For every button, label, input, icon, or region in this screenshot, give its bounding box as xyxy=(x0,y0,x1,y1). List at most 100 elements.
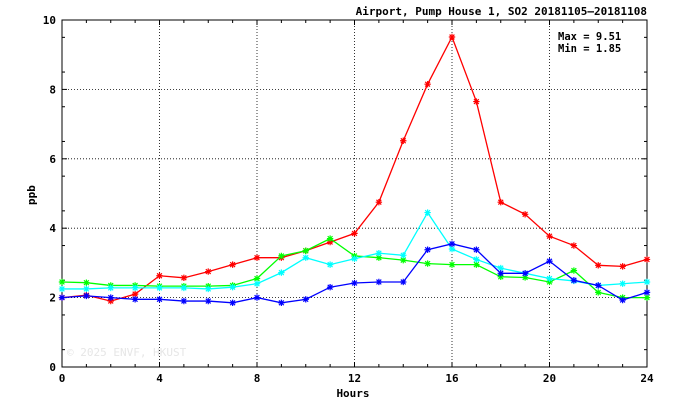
data-point xyxy=(351,255,358,262)
y-tick-label: 2 xyxy=(49,292,56,305)
series-4 xyxy=(58,240,651,307)
data-point xyxy=(497,264,504,272)
data-point xyxy=(546,275,553,282)
data-point xyxy=(619,263,626,270)
data-point xyxy=(58,294,66,301)
data-point xyxy=(58,278,66,286)
data-point xyxy=(375,254,383,261)
data-point xyxy=(156,272,163,279)
data-point xyxy=(205,285,212,293)
data-point xyxy=(619,296,626,304)
data-point xyxy=(546,257,553,265)
data-point xyxy=(326,235,334,242)
data-point xyxy=(229,261,236,268)
y-tick-label: 4 xyxy=(49,222,56,235)
data-point xyxy=(521,211,529,218)
data-point xyxy=(180,297,188,305)
y-tick-label: 8 xyxy=(49,83,56,96)
y-axis-label: ppb xyxy=(25,185,38,205)
data-point xyxy=(448,245,456,253)
data-point xyxy=(448,33,456,41)
data-point xyxy=(595,262,602,269)
data-point xyxy=(107,284,114,292)
data-point xyxy=(351,230,358,237)
watermark: © 2025 ENVF, HKUST xyxy=(67,346,187,359)
data-point xyxy=(205,297,212,305)
data-point xyxy=(302,247,309,254)
x-tick-label: 0 xyxy=(59,372,66,385)
data-point xyxy=(375,278,383,286)
data-point xyxy=(595,289,602,296)
data-point xyxy=(326,238,334,246)
data-point xyxy=(643,256,651,263)
x-tick-label: 4 xyxy=(156,372,163,385)
data-point xyxy=(302,296,309,303)
data-point xyxy=(400,278,407,286)
x-tick-label: 8 xyxy=(254,372,261,385)
y-tick-label: 10 xyxy=(43,14,56,27)
data-point xyxy=(107,297,114,305)
data-point xyxy=(521,270,529,277)
x-tick-label: 16 xyxy=(445,372,459,385)
data-point xyxy=(375,198,383,206)
data-point xyxy=(326,261,334,268)
data-point xyxy=(424,260,431,267)
data-point xyxy=(180,274,188,282)
data-point xyxy=(107,294,114,301)
data-point xyxy=(424,80,431,88)
data-point xyxy=(253,294,261,301)
data-point xyxy=(400,137,407,144)
data-point xyxy=(546,278,553,286)
data-point xyxy=(497,273,504,280)
x-axis-label: Hours xyxy=(336,387,369,400)
data-point xyxy=(643,294,651,301)
data-point xyxy=(131,284,139,292)
data-point xyxy=(448,240,456,248)
grid-lines xyxy=(62,20,647,367)
y-tick-label: 6 xyxy=(49,153,56,166)
data-point xyxy=(156,296,163,303)
data-point xyxy=(205,268,212,275)
data-point xyxy=(253,280,261,287)
data-point xyxy=(400,256,407,264)
data-point xyxy=(229,299,236,307)
data-point xyxy=(424,246,431,253)
min-label: Min = 1.85 xyxy=(558,43,621,55)
data-point xyxy=(229,283,236,291)
data-point xyxy=(643,278,651,286)
data-point xyxy=(351,279,358,287)
data-point xyxy=(278,299,285,307)
x-tick-label: 24 xyxy=(640,372,654,385)
data-point xyxy=(448,261,456,268)
data-point xyxy=(180,284,188,292)
data-point xyxy=(278,269,285,276)
data-point xyxy=(326,283,334,291)
data-point xyxy=(570,242,578,249)
data-point xyxy=(83,279,90,286)
data-point xyxy=(473,98,480,105)
data-point xyxy=(473,246,480,253)
data-point xyxy=(375,249,383,257)
y-tick-label: 0 xyxy=(49,361,56,374)
data-point xyxy=(83,292,90,300)
data-point xyxy=(619,280,626,287)
data-point xyxy=(570,267,578,274)
data-point xyxy=(521,274,529,281)
data-point xyxy=(253,254,261,261)
data-point xyxy=(58,285,66,293)
data-point xyxy=(156,284,163,292)
data-point xyxy=(400,252,407,259)
max-label: Max = 9.51 xyxy=(558,31,621,43)
x-tick-label: 20 xyxy=(543,372,556,385)
data-point xyxy=(497,198,504,206)
data-point xyxy=(473,261,480,268)
x-tick-label: 12 xyxy=(348,372,361,385)
chart-title: Airport, Pump House 1, SO2 20181105–2018… xyxy=(356,5,647,18)
series-3 xyxy=(58,209,651,293)
data-point xyxy=(595,282,602,289)
data-point xyxy=(497,270,504,277)
data-point xyxy=(302,254,309,261)
series-layer xyxy=(58,33,651,307)
